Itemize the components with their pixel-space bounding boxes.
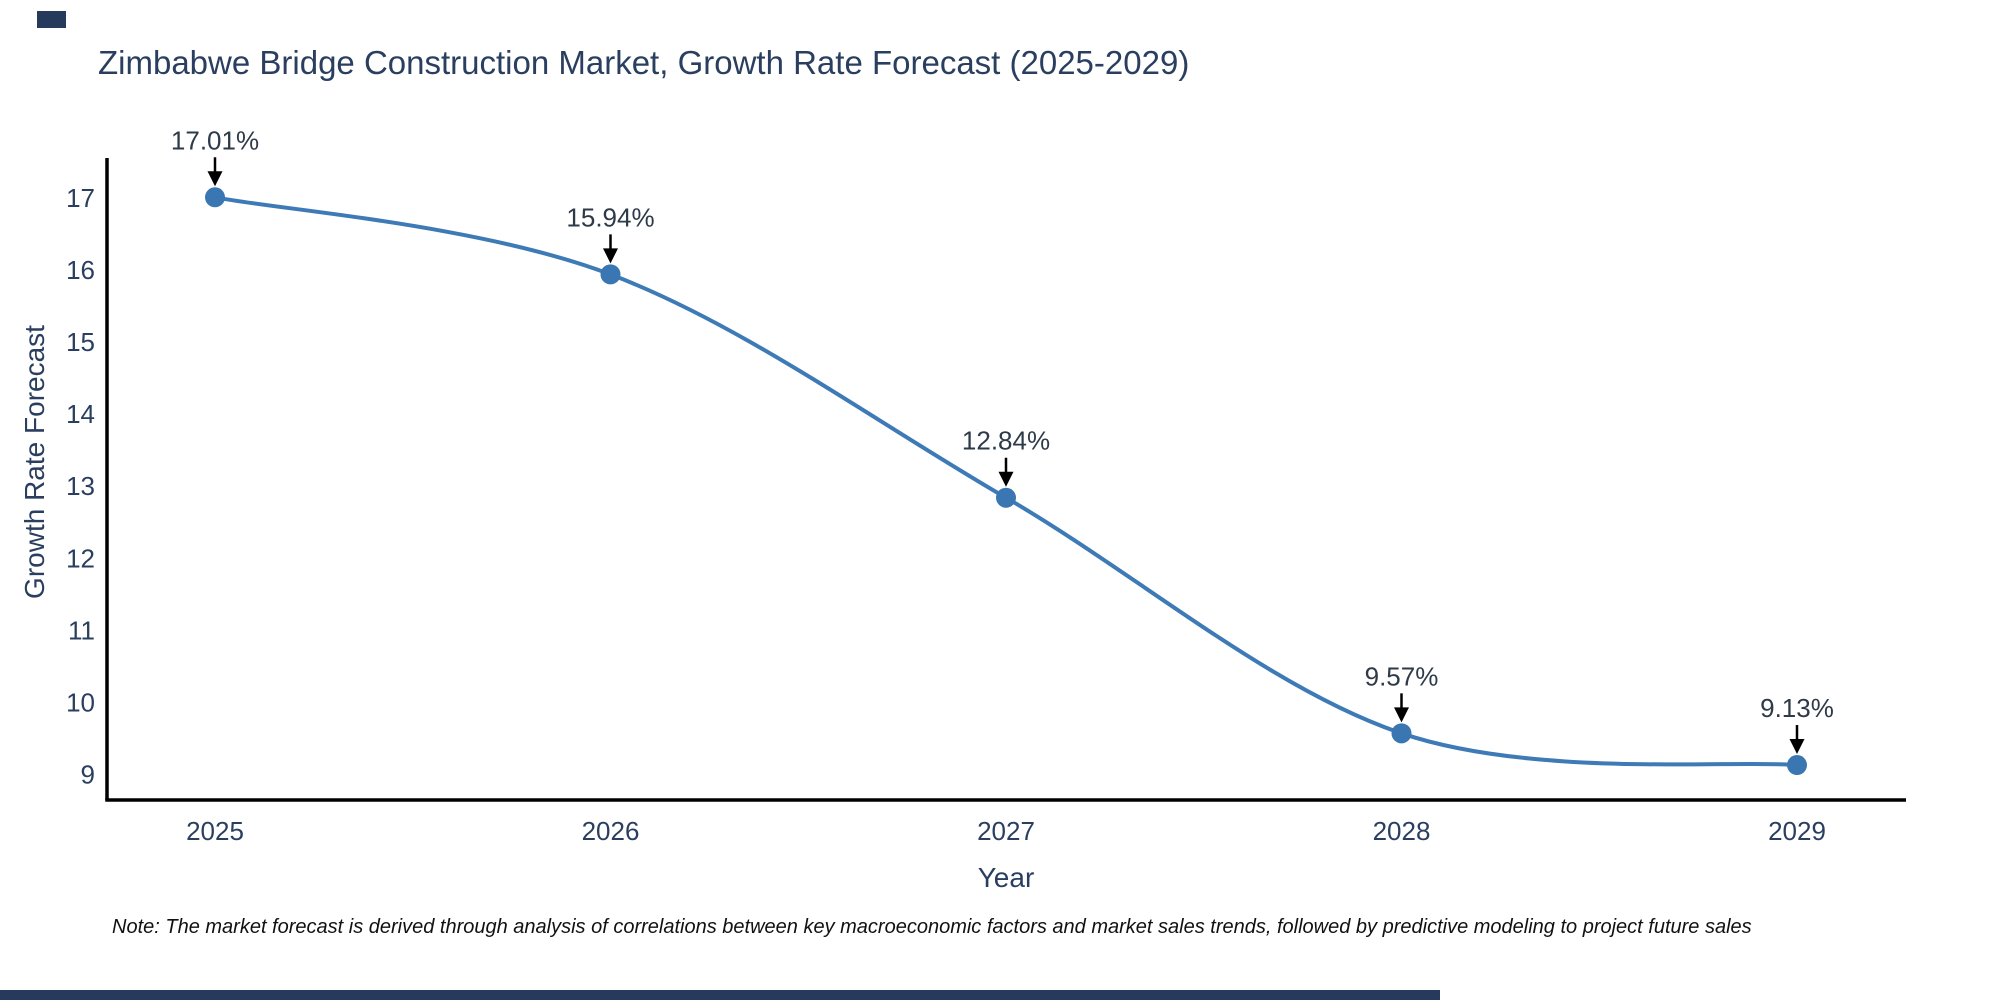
y-tick-label: 11 bbox=[68, 615, 95, 645]
annotation-arrowhead bbox=[603, 248, 618, 264]
chart-title: Zimbabwe Bridge Construction Market, Gro… bbox=[98, 44, 1190, 81]
annotation-arrowhead bbox=[1394, 707, 1409, 723]
x-tick-label: 2029 bbox=[1768, 816, 1826, 846]
annotation-arrowhead bbox=[207, 171, 223, 187]
annotation-arrowhead bbox=[1789, 739, 1805, 755]
top-left-decoration bbox=[37, 11, 66, 28]
data-point-marker bbox=[1787, 755, 1807, 776]
y-tick-label: 17 bbox=[66, 183, 95, 213]
x-axis-title: Year bbox=[977, 862, 1035, 893]
x-tick-label: 2027 bbox=[977, 816, 1035, 846]
y-tick-label: 15 bbox=[66, 327, 95, 357]
data-point-label: 15.94% bbox=[566, 202, 654, 232]
bottom-bar-decoration bbox=[0, 990, 1440, 1000]
x-tick-label: 2026 bbox=[582, 816, 640, 846]
y-axis-title: Growth Rate Forecast bbox=[19, 325, 50, 599]
data-point-label: 9.57% bbox=[1365, 661, 1439, 691]
y-tick-label: 10 bbox=[66, 687, 95, 717]
data-point-marker bbox=[1391, 723, 1412, 744]
data-point-marker bbox=[600, 264, 621, 285]
x-tick-label: 2028 bbox=[1373, 816, 1431, 846]
data-point-label: 12.84% bbox=[962, 426, 1050, 456]
x-tick-label: 2025 bbox=[186, 816, 244, 846]
y-tick-label: 16 bbox=[66, 255, 95, 285]
data-point-marker bbox=[996, 487, 1016, 508]
data-point-label: 17.01% bbox=[171, 125, 259, 155]
annotation-arrowhead bbox=[998, 471, 1014, 487]
footnote: Note: The market forecast is derived thr… bbox=[112, 916, 1752, 938]
data-point-marker bbox=[205, 187, 225, 208]
y-tick-label: 12 bbox=[66, 543, 95, 573]
y-tick-label: 14 bbox=[66, 399, 95, 429]
y-tick-label: 13 bbox=[66, 471, 95, 501]
data-point-label: 9.13% bbox=[1760, 693, 1834, 723]
y-tick-label: 9 bbox=[81, 759, 95, 789]
